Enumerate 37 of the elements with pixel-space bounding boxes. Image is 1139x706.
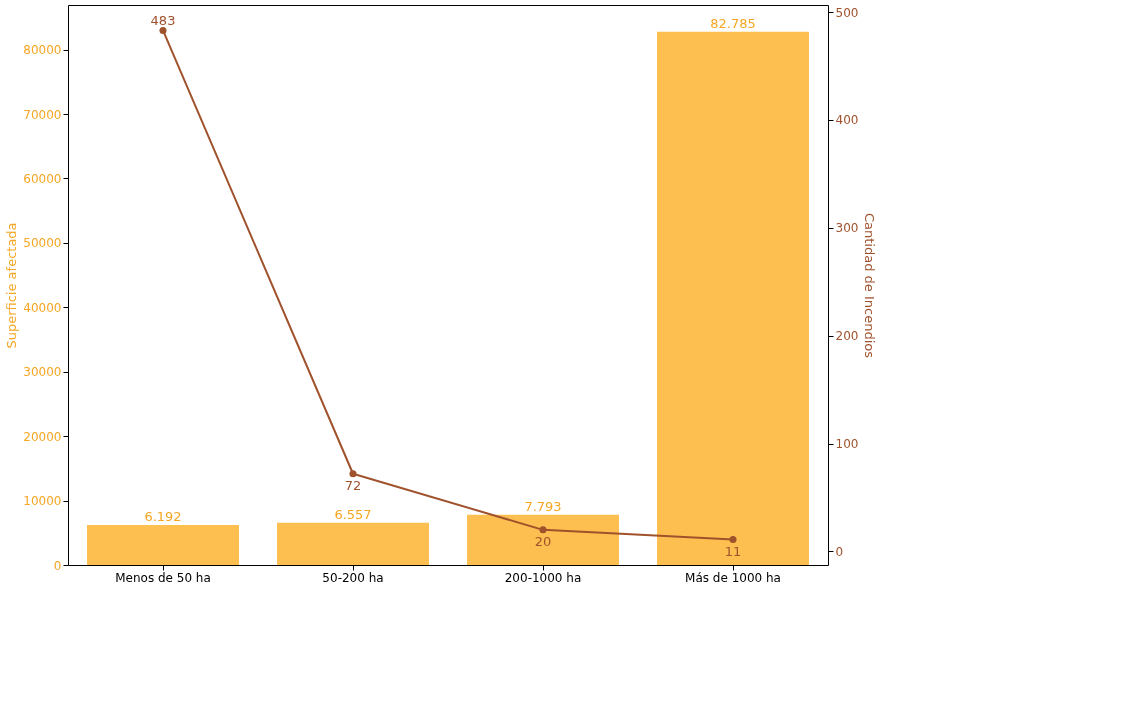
data-label: 11 <box>724 543 742 559</box>
data-label: 82.785 <box>710 15 756 31</box>
data-label: 483 <box>150 13 176 29</box>
y-tick-label: 40000 <box>23 300 62 315</box>
y2-tick-label: 400 <box>835 113 859 128</box>
point <box>729 536 737 544</box>
bar <box>467 514 619 565</box>
point <box>539 526 547 534</box>
point <box>349 470 357 478</box>
x-tick-label: 50-200 ha <box>322 570 384 585</box>
y-tick-label: 50000 <box>23 236 62 251</box>
y2-tick-label: 500 <box>835 5 859 20</box>
data-label: 72 <box>344 477 362 493</box>
y-tick-label: 10000 <box>23 494 62 509</box>
bar <box>87 525 239 565</box>
x-tick-label: Menos de 50 ha <box>115 570 211 585</box>
data-label: 6.192 <box>144 509 182 525</box>
y2-tick-label: 300 <box>835 221 859 236</box>
y-axis-title: Superficie afectada <box>4 222 20 349</box>
y-tick-label: 30000 <box>23 365 62 380</box>
data-label: 7.793 <box>524 498 562 514</box>
y2-tick-label: 0 <box>835 544 844 559</box>
point <box>159 26 167 34</box>
x-tick-label: Más de 1000 ha <box>685 570 781 585</box>
bar <box>657 31 809 565</box>
y-tick-label: 70000 <box>23 107 62 122</box>
x-tick-label: 200-1000 ha <box>504 570 582 585</box>
y2-tick-label: 100 <box>835 437 859 452</box>
y2-axis-title: Cantidad de Incendios <box>862 212 878 359</box>
y-tick-label: 0 <box>53 558 62 573</box>
y-tick-label: 60000 <box>23 171 62 186</box>
bar <box>277 522 429 565</box>
data-label: 20 <box>534 533 552 549</box>
y2-tick-label: 200 <box>835 329 859 344</box>
y-tick-label: 80000 <box>23 43 62 58</box>
data-label: 6.557 <box>334 506 372 522</box>
y-tick-label: 20000 <box>23 429 62 444</box>
